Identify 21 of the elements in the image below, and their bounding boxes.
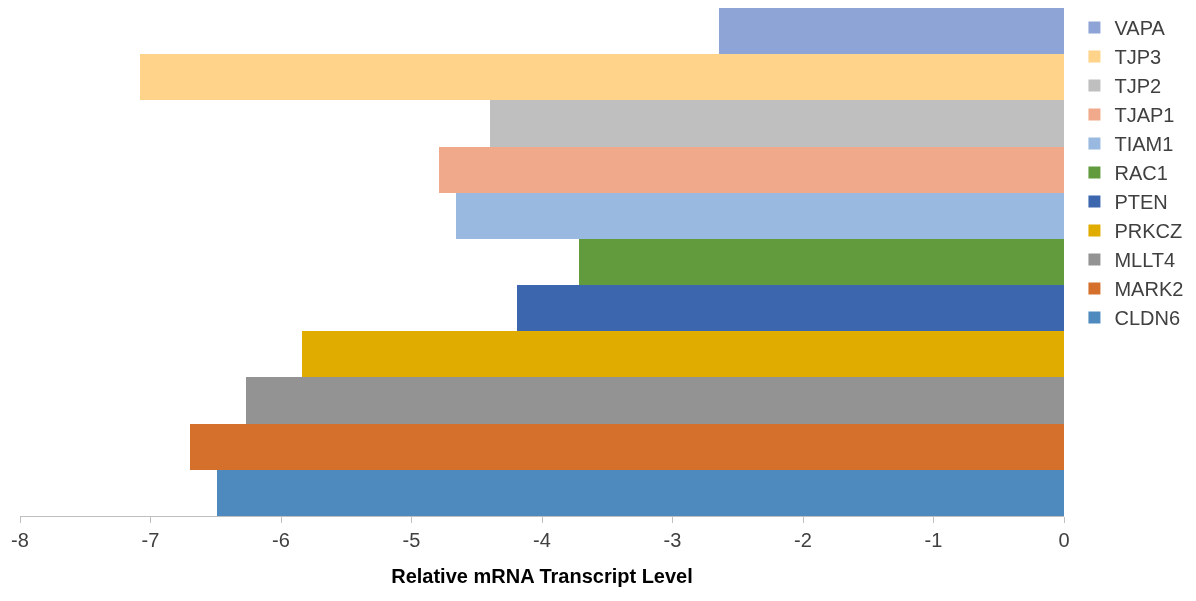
legend-label: PTEN xyxy=(1114,191,1168,214)
legend-label: MLLT4 xyxy=(1114,249,1176,272)
x-tick-label: -2 xyxy=(794,529,812,551)
legend-label: PRKCZ xyxy=(1114,220,1183,243)
x-tick-label: -6 xyxy=(272,529,290,551)
x-tick-label: -1 xyxy=(924,529,943,551)
x-tick-label: -5 xyxy=(402,529,421,551)
x-tick-label: -3 xyxy=(663,529,682,551)
x-axis-title: Relative mRNA Transcript Level xyxy=(391,564,693,587)
legend-label: TJP3 xyxy=(1114,46,1162,69)
legend-label: TJAP1 xyxy=(1114,104,1175,127)
x-tick-label: -4 xyxy=(533,529,551,551)
legend-label: MARK2 xyxy=(1114,278,1184,301)
x-tick-label: -7 xyxy=(141,529,160,551)
legend-label: TIAM1 xyxy=(1114,133,1174,156)
x-tick-label: 0 xyxy=(1058,529,1070,551)
legend-label: VAPA xyxy=(1114,17,1166,40)
legend-label: CLDN6 xyxy=(1114,307,1181,330)
legend-label: RAC1 xyxy=(1114,162,1168,185)
legend-label: TJP2 xyxy=(1114,75,1162,98)
x-tick-label: -8 xyxy=(11,529,29,551)
